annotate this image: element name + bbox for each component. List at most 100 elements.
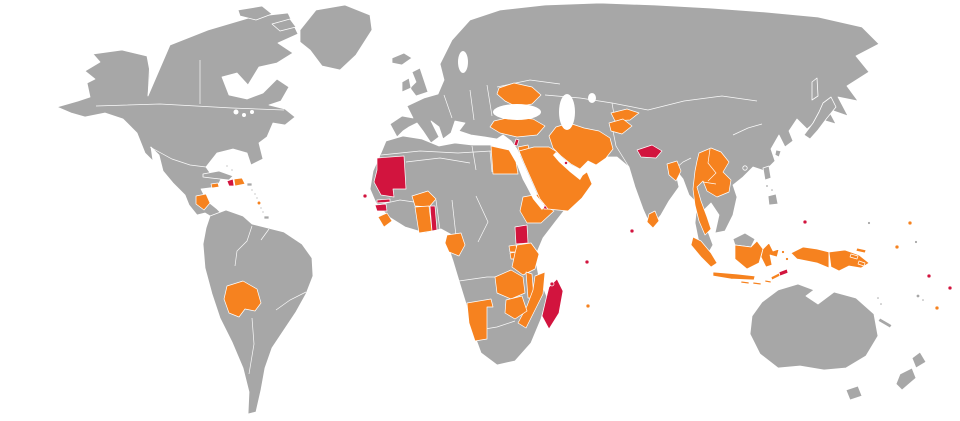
landmass-arctic-islands — [237, 5, 273, 21]
country-indonesia-maluku — [781, 250, 785, 254]
landmass-greenland — [299, 4, 373, 71]
country-dominican-republic — [233, 177, 246, 187]
landmass-new-zealand-north — [911, 351, 927, 369]
landmass-north-america — [56, 12, 299, 220]
landmass-philippines-mindanao — [767, 193, 779, 206]
country-seychelles — [584, 259, 590, 265]
country-bangladesh — [666, 160, 682, 182]
aral-sea — [588, 93, 596, 103]
border-thailand-laos — [702, 148, 717, 185]
landmass-antilles — [250, 188, 254, 192]
landmass-antilles-4 — [259, 206, 263, 210]
country-uganda — [514, 224, 529, 245]
country-saint-lucia — [256, 200, 262, 206]
red-sea — [510, 147, 545, 210]
landmass-ireland — [401, 77, 412, 93]
landmass-great-britain — [409, 67, 429, 97]
country-namibia — [466, 298, 494, 342]
country-solomon-islands — [849, 253, 866, 267]
country-bahrain — [564, 161, 568, 165]
country-nepal — [636, 144, 663, 159]
country-tuvalu — [926, 273, 932, 279]
country-maldives — [629, 228, 635, 234]
country-gambia — [376, 198, 391, 204]
landmass-taiwan — [774, 149, 782, 158]
country-borders — [95, 55, 763, 375]
landmass-puerto-rico — [246, 182, 253, 187]
country-indonesia-lesser-sunda — [740, 279, 772, 286]
country-mozambique — [517, 271, 546, 329]
country-iran — [548, 122, 614, 170]
landmass-bahamas-2 — [230, 168, 234, 172]
country-indonesia-java — [712, 271, 756, 281]
landmass-philippines-visayas-2 — [770, 188, 774, 192]
country-lebanon — [513, 138, 520, 147]
country-sri-lanka — [646, 210, 660, 229]
country-haiti — [226, 178, 235, 187]
country-nicaragua — [195, 193, 211, 211]
country-png-new-britain — [855, 247, 867, 254]
country-comoros — [549, 281, 555, 287]
country-bolivia — [223, 280, 262, 318]
great-lakes-3 — [250, 110, 254, 114]
country-palau — [802, 219, 808, 225]
landmass-south-america — [202, 209, 314, 415]
landmass-trinidad — [263, 215, 270, 220]
country-tanzania — [511, 242, 540, 276]
country-indonesia-sulawesi — [760, 242, 780, 268]
country-egypt — [490, 145, 519, 175]
caspian-sea — [559, 94, 575, 130]
gray-landmasses — [56, 2, 927, 415]
landmass-australia — [749, 283, 879, 371]
country-tajikistan — [608, 118, 633, 135]
landmass-new-caledonia — [877, 317, 893, 329]
country-marshall-islands — [907, 220, 913, 226]
great-lakes — [233, 109, 239, 115]
black-sea — [493, 104, 541, 120]
landmass-new-zealand-south — [895, 367, 917, 391]
country-burkina-faso — [411, 190, 437, 208]
landmass-sakhalin — [811, 77, 819, 101]
country-zimbabwe — [504, 295, 528, 320]
country-sierra-leone — [377, 212, 393, 228]
country-zambia — [494, 269, 526, 300]
great-lakes-2 — [242, 113, 246, 117]
landmass-borneo-malaysia — [732, 232, 756, 248]
landmass-antilles-2 — [253, 192, 257, 196]
country-jamaica — [210, 182, 220, 189]
landmass-arctic-islands-2 — [271, 18, 297, 32]
country-indonesia-maluku-2 — [785, 257, 789, 261]
landmass-iceland — [391, 52, 413, 66]
landmass-antilles-3 — [255, 196, 259, 200]
country-indonesia-sumatra — [690, 236, 718, 268]
country-samoa — [947, 285, 953, 291]
landmass-antilles-5 — [261, 210, 265, 214]
country-gabon — [444, 232, 466, 257]
country-kyrgyzstan — [610, 108, 640, 122]
country-timor-leste — [778, 268, 789, 277]
country-indonesia-west-timor — [770, 272, 781, 281]
country-papua-new-guinea — [828, 249, 870, 272]
landmass-bahamas — [225, 164, 229, 168]
seas — [233, 51, 596, 210]
landmass-philippines-luzon — [762, 165, 772, 181]
landmass-vanuatu-2 — [879, 302, 883, 306]
persian-gulf — [553, 152, 583, 180]
country-guinea-bissau — [374, 203, 388, 212]
landmass-fiji — [915, 293, 921, 299]
country-tonga — [934, 305, 940, 311]
country-cape-verde — [362, 193, 368, 199]
landmass-tasmania — [845, 385, 863, 401]
landmass-kiribati — [914, 240, 918, 244]
highlighted-countries — [195, 82, 953, 342]
landmass-micronesia — [867, 221, 871, 225]
landmass-japan — [803, 96, 837, 140]
country-ukraine — [496, 82, 542, 108]
landmass-fiji-2 — [921, 298, 925, 302]
country-mauritius — [585, 303, 591, 309]
country-mauritania — [373, 155, 407, 198]
country-indonesia-west-papua — [790, 246, 830, 269]
landmass-hainan — [742, 165, 748, 171]
